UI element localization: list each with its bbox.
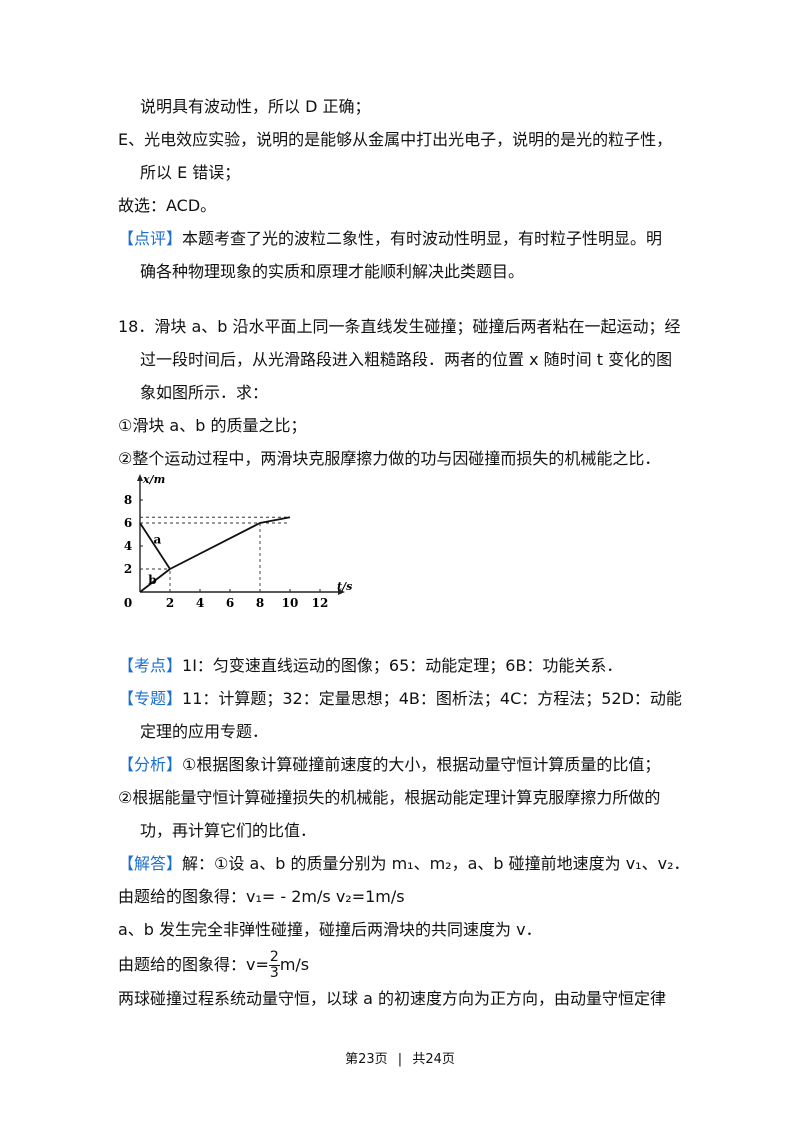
question-18-line: 象如图所示．求： xyxy=(140,383,269,402)
jieda-text: 解：①设 a、b 的质量分别为 m₁、m₂，a、b 碰撞前地速度为 v₁、v₂． xyxy=(182,854,690,873)
text-line: 确各种物理现象的实质和原理才能顺利解决此类题目。 xyxy=(140,262,525,281)
question-18-line: 18．滑块 a、b 沿水平面上同一条直线发生碰撞；碰撞后两者粘在一起运动；经 xyxy=(118,317,681,336)
zhuanti-text: 11：计算题；32：定量思想；4B：图析法；4C：方程法；52D：动能 xyxy=(182,689,682,708)
x-tick-label: 8 xyxy=(256,596,264,610)
zhuanti-tag: 【专题】 xyxy=(118,689,183,708)
kaodian-text: 1I：匀变速直线运动的图像；65：动能定理；6B：功能关系． xyxy=(182,656,623,675)
question-18-line: ②整个运动过程中，两滑块克服摩擦力做的功与因碰撞而损失的机械能之比． xyxy=(118,449,661,468)
x-axis-label: t/s xyxy=(337,580,352,593)
review-paragraph: 【点评】本题考查了光的波粒二象性，有时波动性明显，有时粒子性明显。明 xyxy=(118,228,662,250)
y-tick-label: 2 xyxy=(124,562,132,576)
x-tick-label: 10 xyxy=(282,596,299,610)
page-total: 共24页 xyxy=(412,1052,455,1067)
fenxi-tag: 【分析】 xyxy=(118,755,183,774)
question-18-line: ①滑块 a、b 的质量之比； xyxy=(118,416,307,435)
fenxi-text: ①根据图象计算碰撞前速度的大小，根据动量守恒计算质量的比值； xyxy=(182,755,661,774)
series-line xyxy=(139,568,171,593)
page-number: 第23页 xyxy=(345,1052,388,1067)
velocity-unit: m/s xyxy=(279,955,310,974)
y-tick-label: 6 xyxy=(124,516,132,530)
y-tick-label: 4 xyxy=(124,539,132,553)
page-footer: 第23页 | 共24页 xyxy=(0,1048,800,1067)
series-label: b xyxy=(148,573,156,587)
series-label: a xyxy=(154,533,162,547)
y-axis-label: x/m xyxy=(142,473,165,486)
fenxi-paragraph: 【分析】①根据图象计算碰撞前速度的大小，根据动量守恒计算质量的比值； xyxy=(118,754,660,776)
x-tick-label: 4 xyxy=(196,596,204,610)
text-line: 说明具有波动性，所以 D 正确； xyxy=(140,97,371,116)
text-line: 定理的应用专题． xyxy=(140,722,269,741)
text-line: 所以 E 错误； xyxy=(140,163,241,182)
text-line: 由题给的图象得：v₁= - 2m/s v₂=1m/s xyxy=(118,887,405,906)
position-time-chart: x/m t/s 0 2 4 6 8 10 12 2 4 6 8 a b xyxy=(124,473,352,610)
x-tick-label: 2 xyxy=(166,596,174,610)
footer-separator: | xyxy=(397,1052,403,1067)
text-line: 故选：ACD。 xyxy=(118,196,217,215)
jieda-tag: 【解答】 xyxy=(118,854,183,873)
review-text: 本题考查了光的波粒二象性，有时波动性明显，有时粒子性明显。明 xyxy=(182,229,663,248)
review-tag: 【点评】 xyxy=(118,229,183,248)
question-18-line: 过一段时间后，从光滑路段进入粗糙路段．两者的位置 x 随时间 t 变化的图 xyxy=(140,350,673,369)
series-line xyxy=(169,516,291,570)
x-axis-arrow xyxy=(338,589,345,595)
text-line: E、光电效应实验，说明的是能够从金属中打出光电子，说明的是光的粒子性， xyxy=(118,130,673,149)
text-line: ②根据能量守恒计算碰撞损失的机械能，根据动能定理计算克服摩擦力所做的 xyxy=(118,788,661,807)
y-tick-label: 8 xyxy=(124,493,132,507)
text-line: 两球碰撞过程系统动量守恒，以球 a 的初速度方向为正方向，由动量守恒定律 xyxy=(118,989,666,1008)
x-tick-label: 0 xyxy=(124,596,132,610)
zhuanti-paragraph: 【专题】11：计算题；32：定量思想；4B：图析法；4C：方程法；52D：动能 xyxy=(118,688,682,710)
velocity-label: 由题给的图象得：v= xyxy=(118,955,269,974)
text-line: a、b 发生完全非弹性碰撞，碰撞后两滑块的共同速度为 v． xyxy=(118,920,542,939)
text-line: 功，再计算它们的比值． xyxy=(140,821,317,840)
x-tick-label: 12 xyxy=(312,596,329,610)
x-tick-label: 6 xyxy=(226,596,234,610)
kaodian-paragraph: 【考点】1I：匀变速直线运动的图像；65：动能定理；6B：功能关系． xyxy=(118,655,622,677)
fraction-numerator: 2 xyxy=(268,949,280,966)
y-axis-arrow xyxy=(137,474,143,481)
fraction-denominator: 3 xyxy=(269,965,279,981)
velocity-equation: 由题给的图象得：v= 2 3 m/s xyxy=(118,948,309,982)
jieda-paragraph: 【解答】解：①设 a、b 的质量分别为 m₁、m₂，a、b 碰撞前地速度为 v₁… xyxy=(118,853,689,875)
series-line xyxy=(139,522,171,570)
kaodian-tag: 【考点】 xyxy=(118,656,183,675)
